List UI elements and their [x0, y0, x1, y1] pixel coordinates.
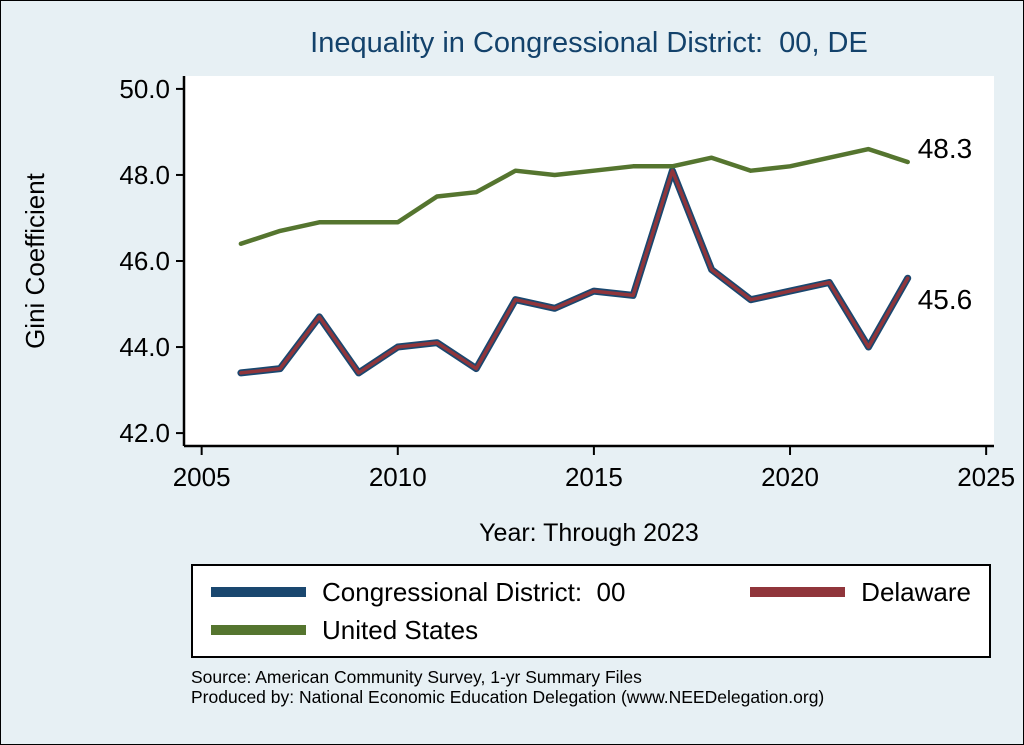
legend-label-delaware: Delaware — [861, 577, 971, 607]
series-line-delaware — [239, 168, 910, 375]
legend: Congressional District: 00 Delaware Unit… — [191, 564, 991, 658]
legend-swatch-united-states — [211, 625, 306, 635]
source-note: Source: American Community Survey, 1-yr … — [191, 667, 824, 707]
end-label-delaware: 45.6 — [918, 284, 973, 315]
x-tick-label: 2005 — [173, 462, 231, 492]
y-tick-label: 46.0 — [119, 246, 170, 276]
legend-row-1: Congressional District: 00 Delaware — [211, 576, 971, 608]
legend-row-2: United States — [211, 614, 971, 646]
plot-background — [184, 76, 994, 446]
legend-swatch-congressional-district — [211, 587, 306, 597]
legend-label-congressional-district: Congressional District: 00 — [322, 577, 626, 607]
y-tick-label: 44.0 — [119, 332, 170, 362]
x-tick-label: 2020 — [761, 462, 819, 492]
y-tick-label: 50.0 — [119, 74, 170, 104]
legend-label-united-states: United States — [322, 615, 479, 645]
chart-title: Inequality in Congressional District: 00… — [310, 27, 868, 59]
end-label-united-states: 48.3 — [918, 133, 973, 164]
x-tick-label: 2015 — [565, 462, 623, 492]
legend-swatch-delaware — [750, 587, 846, 597]
x-tick-label: 2025 — [957, 462, 1015, 492]
y-tick-label: 48.0 — [119, 160, 170, 190]
series-line-united-states — [238, 146, 910, 247]
x-tick-label: 2010 — [369, 462, 427, 492]
source-line: Source: American Community Survey, 1-yr … — [191, 667, 642, 687]
y-tick-label: 42.0 — [119, 418, 170, 448]
produced-by-line: Produced by: National Economic Education… — [191, 687, 825, 707]
x-axis-label: Year: Through 2023 — [479, 519, 699, 547]
